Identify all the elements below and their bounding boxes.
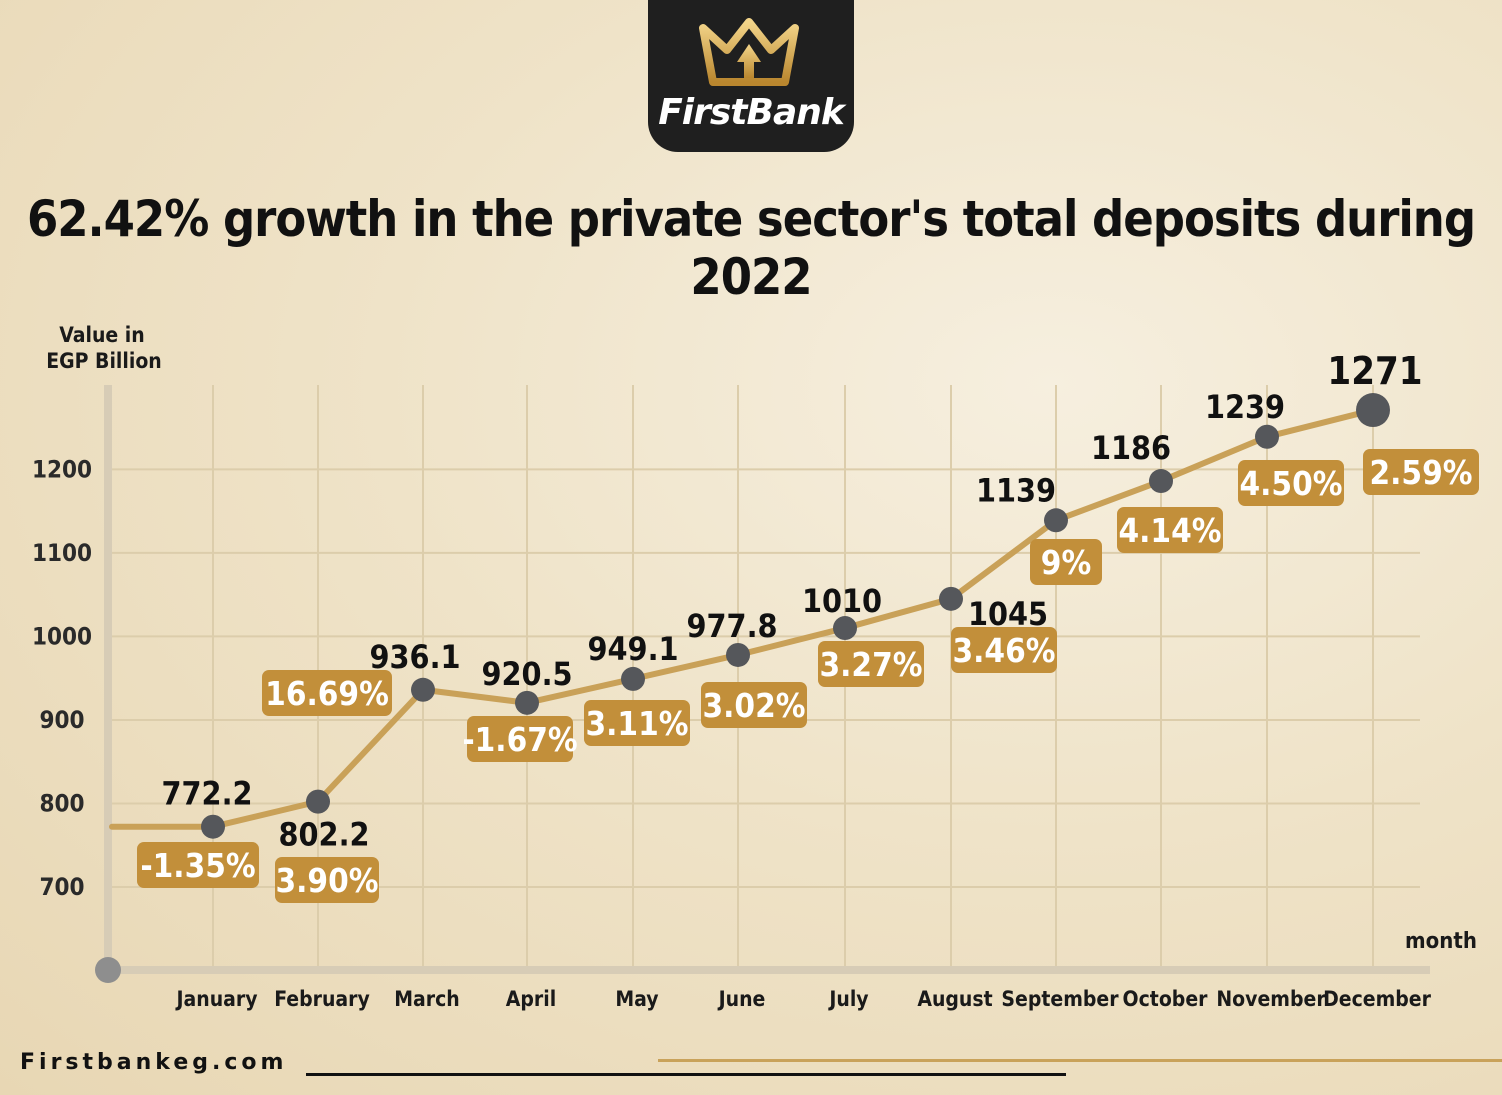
data-value-label: 936.1 [369, 638, 460, 676]
x-tick-label: March [394, 987, 460, 1011]
growth-badge-bg [275, 857, 379, 903]
x-tick-label: May [615, 987, 658, 1011]
growth-badge: 4.50% [1238, 460, 1344, 506]
growth-badge-bg [584, 700, 690, 746]
y-tick-label: 1000 [32, 622, 92, 650]
data-value-label: 1010 [802, 582, 882, 620]
growth-badge: -1.67% [462, 716, 578, 762]
growth-badge: 3.46% [951, 627, 1057, 673]
y-tick-label: 700 [39, 873, 84, 901]
growth-badge-label: 2.59% [1370, 453, 1473, 492]
growth-badge-label: -1.35% [140, 846, 255, 885]
growth-badge: 4.14% [1117, 507, 1223, 553]
growth-badge-bg [818, 641, 924, 687]
data-point [621, 666, 645, 691]
growth-badge: -1.35% [137, 842, 259, 888]
data-value-label: 772.2 [161, 775, 252, 813]
growth-badge-bg [701, 682, 807, 728]
data-value-label: 977.8 [686, 607, 777, 645]
growth-badge-bg [137, 842, 259, 888]
y-axis-label-line1: Value in [59, 323, 144, 347]
growth-badge-label: 3.02% [703, 686, 806, 725]
data-value-label: 949.1 [587, 630, 678, 668]
growth-badge: 3.90% [275, 857, 379, 903]
data-value-label: 802.2 [278, 816, 369, 854]
brand-name: FirstBank [658, 92, 845, 133]
growth-badge-bg [467, 716, 573, 762]
x-tick-label: July [827, 987, 868, 1011]
growth-badge: 9% [1030, 539, 1102, 585]
x-tick-label: April [506, 987, 556, 1011]
data-value-label: 1186 [1091, 429, 1171, 467]
x-tick-label: June [717, 987, 766, 1011]
growth-badge-label: 3.11% [586, 704, 689, 743]
growth-badge-bg [1117, 507, 1223, 553]
growth-badge-bg [1030, 539, 1102, 585]
axis-origin-marker [95, 957, 121, 983]
point-layer [201, 393, 1390, 839]
crown-icon [699, 18, 799, 86]
growth-badge-label: 3.27% [820, 645, 923, 684]
data-point [306, 789, 330, 814]
growth-badge-bg [951, 627, 1057, 673]
data-value-label: 1045 [968, 595, 1048, 633]
website-link[interactable]: Firstbankeg.com [20, 1050, 288, 1075]
y-tick-label: 800 [39, 789, 84, 817]
y-tick-label: 1100 [32, 539, 92, 567]
y-axis-label-line2: EGP Billion [46, 349, 162, 373]
data-point [833, 616, 857, 641]
x-tick-label: January [174, 987, 257, 1011]
y-tick-label: 1200 [32, 455, 92, 483]
footer-divider [306, 1073, 1066, 1076]
growth-badge-label: -1.67% [462, 720, 577, 759]
data-point [939, 586, 963, 611]
data-point [411, 677, 435, 702]
growth-badge: 2.59% [1363, 449, 1479, 495]
growth-badge: 16.69% [262, 670, 392, 716]
data-point [726, 642, 750, 667]
growth-badge-bg [1363, 449, 1479, 495]
growth-badge-label: 9% [1041, 543, 1091, 582]
growth-badge: 3.02% [701, 682, 807, 728]
growth-badge-bg [262, 670, 392, 716]
footer-accent-line [658, 1059, 1502, 1062]
x-axis-label: month [1405, 929, 1477, 954]
axis-layer: 700 800 900 1000 1100 1200 January February Marc… [32, 385, 1432, 1011]
x-tick-label: November [1216, 987, 1326, 1011]
growth-badge-bg [1238, 460, 1344, 506]
growth-badge: 3.11% [584, 700, 690, 746]
x-tick-label: February [274, 987, 370, 1011]
data-point [515, 690, 539, 715]
data-point [1044, 508, 1068, 533]
data-point [201, 814, 225, 839]
data-value-label: 1139 [976, 471, 1056, 509]
y-tick-label: 900 [39, 706, 84, 734]
x-tick-label: October [1123, 987, 1209, 1011]
x-tick-label: September [1001, 987, 1119, 1011]
growth-badge-label: 3.46% [953, 631, 1056, 670]
data-point [1356, 393, 1390, 428]
growth-badge-label: 3.90% [276, 861, 379, 900]
data-point [1149, 469, 1173, 494]
growth-badge-label: 4.14% [1119, 511, 1222, 550]
data-value-label: 920.5 [481, 655, 572, 693]
x-tick-label: December [1323, 987, 1432, 1011]
data-point [1255, 424, 1279, 449]
data-value-label: 1271 [1327, 349, 1422, 393]
brand-logo: FirstBank [648, 0, 854, 152]
growth-badge-label: 4.50% [1240, 464, 1343, 503]
growth-badge: 3.27% [818, 641, 924, 687]
data-value-label: 1239 [1205, 388, 1285, 426]
chart-title: 62.42% growth in the private sector's to… [26, 190, 1476, 306]
x-tick-label: August [917, 987, 992, 1011]
growth-badge-label: 16.69% [265, 674, 389, 713]
